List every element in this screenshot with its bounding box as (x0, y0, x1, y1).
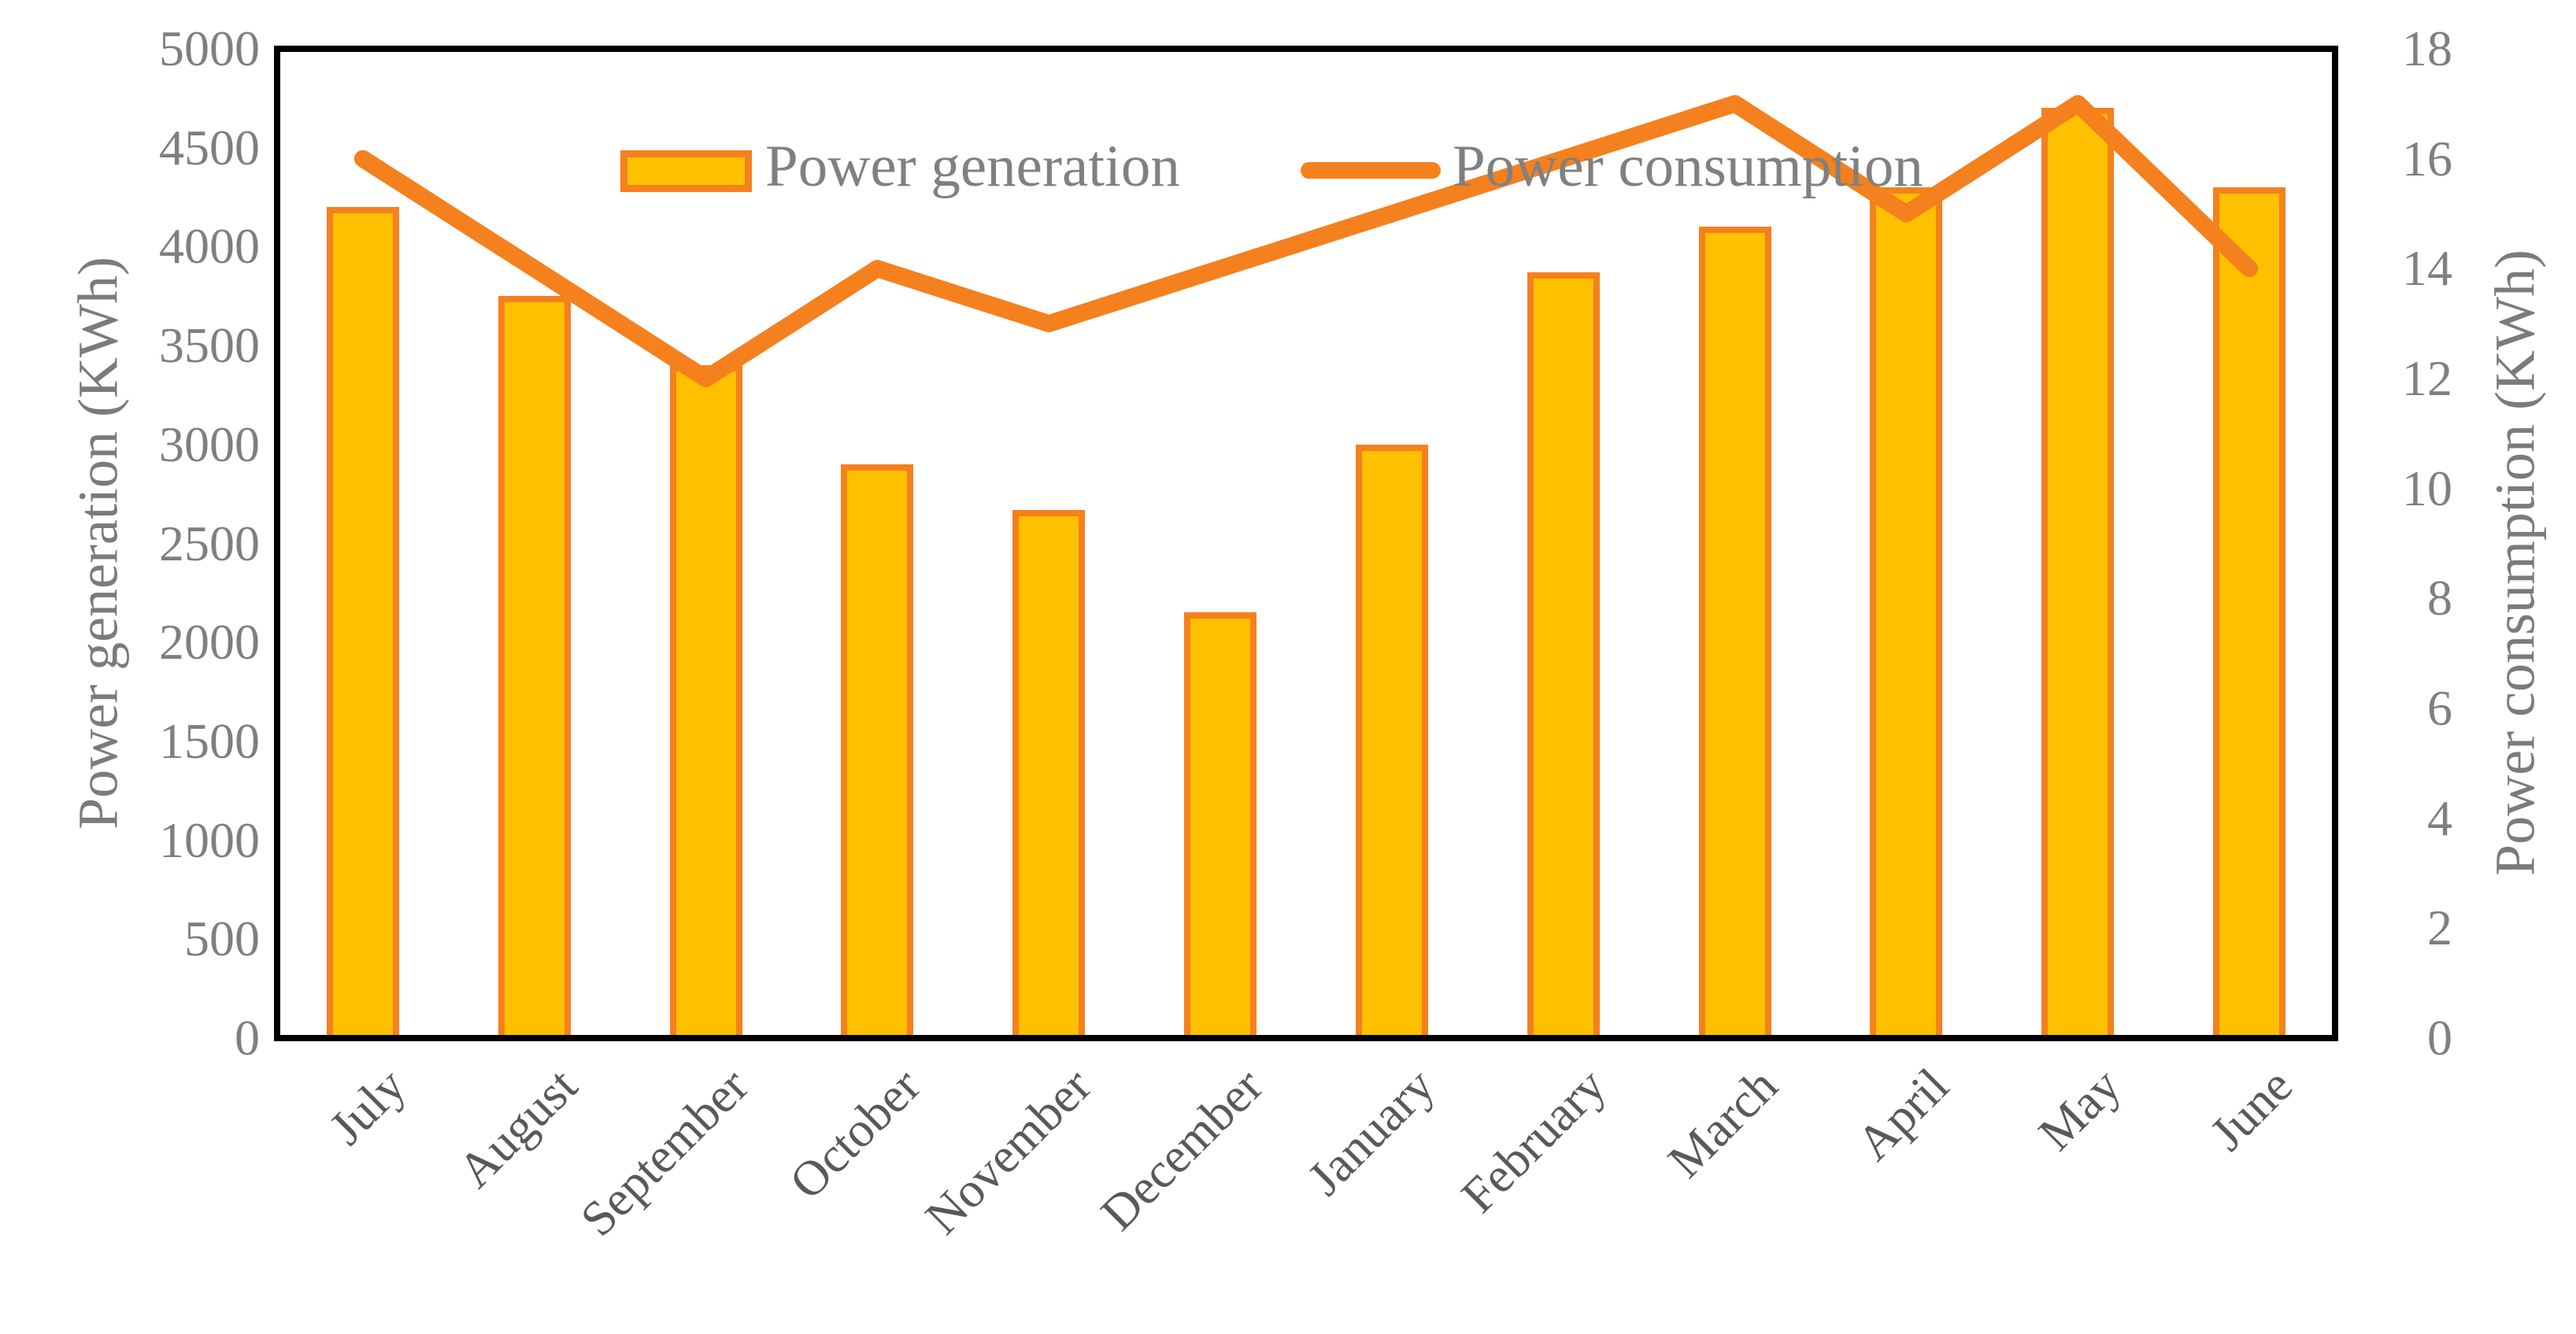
plot-frame (274, 46, 2338, 1041)
right-axis-tick-label: 12 (2402, 350, 2452, 406)
generation-bar-march (1698, 227, 1771, 1041)
generation-bar-october (841, 464, 914, 1041)
left-axis-tick-label: 500 (184, 911, 260, 967)
right-axis-tick-label: 0 (2427, 1010, 2452, 1066)
left-axis-tick-label: 1500 (159, 712, 260, 769)
generation-bar-august (498, 296, 571, 1041)
legend-consumption-swatch-icon (1301, 162, 1441, 179)
left-axis-tick-label: 2500 (159, 515, 260, 571)
generation-bar-february (1527, 272, 1600, 1041)
right-axis-tick-label: 6 (2427, 680, 2452, 736)
legend-generation-swatch-icon (620, 150, 752, 192)
x-axis-label-july: July (318, 1058, 416, 1155)
x-axis-label-november: November (915, 1058, 1102, 1245)
x-axis-label-september: September (570, 1058, 760, 1247)
left-axis-tick-label: 0 (235, 1010, 260, 1066)
x-axis-label-february: February (1450, 1058, 1617, 1224)
x-axis-label-december: December (1090, 1058, 1274, 1241)
legend-generation-label: Power generation (765, 134, 1180, 199)
left-axis-tick-label: 5000 (159, 20, 260, 76)
left-axis-tick-label: 3000 (159, 416, 260, 472)
left-axis-tick-label: 4000 (159, 218, 260, 275)
x-axis-label-january: January (1297, 1058, 1445, 1207)
right-axis-tick-label: 14 (2402, 240, 2452, 297)
x-axis-label-august: August (447, 1058, 588, 1199)
right-axis-tick-label: 10 (2402, 460, 2452, 516)
left-axis-tick-label: 1000 (159, 811, 260, 868)
right-axis-tick-label: 2 (2427, 900, 2452, 956)
right-axis-tick-label: 4 (2427, 789, 2452, 846)
right-axis-tick-label: 18 (2402, 20, 2452, 76)
x-axis-label-may: May (2027, 1058, 2131, 1162)
legend-consumption-label: Power consumption (1453, 134, 1923, 199)
right-axis-tick-label: 8 (2427, 570, 2452, 626)
generation-bar-may (2041, 108, 2115, 1041)
x-axis-label-june: June (2199, 1058, 2303, 1162)
left-axis-tick-label: 3500 (159, 317, 260, 374)
x-axis-label-march: March (1657, 1058, 1789, 1188)
consumption-line (353, 94, 2259, 387)
generation-bar-april (1870, 187, 1943, 1041)
generation-bar-january (1355, 444, 1428, 1041)
generation-bar-july (326, 207, 399, 1041)
left-axis-tick-label: 4500 (159, 119, 260, 176)
generation-bar-december (1184, 612, 1257, 1041)
generation-bar-november (1012, 509, 1086, 1041)
right-axis-title: Power consumption (KWh) (2483, 249, 2547, 876)
left-axis-tick-label: 2000 (159, 614, 260, 671)
x-axis-label-october: October (778, 1058, 931, 1210)
generation-bar-june (2213, 187, 2286, 1041)
generation-bar-september (669, 365, 742, 1041)
right-axis-tick-label: 16 (2402, 130, 2452, 187)
x-axis-label-april: April (1846, 1058, 1960, 1171)
